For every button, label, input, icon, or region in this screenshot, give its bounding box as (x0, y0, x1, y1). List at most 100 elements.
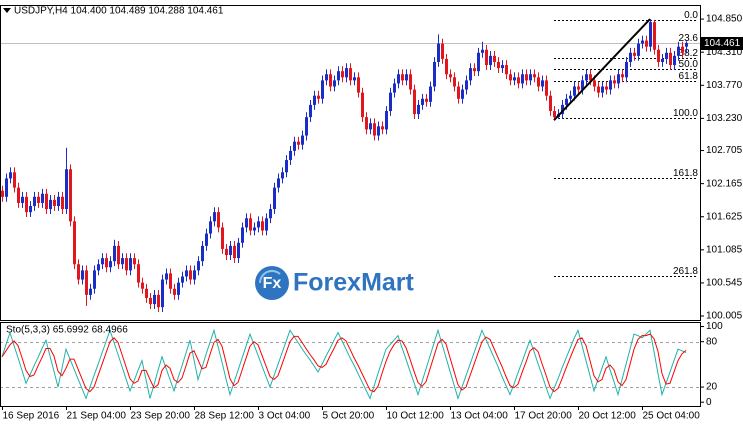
candle-body (541, 80, 544, 87)
candle-body (365, 117, 368, 130)
candle-body (85, 270, 88, 295)
candle-body (105, 258, 108, 268)
candle-body (637, 43, 640, 56)
candle-body (289, 150, 292, 161)
candle-body (29, 206, 32, 213)
candle-body (129, 258, 132, 271)
candle-body (181, 276, 184, 283)
x-tick-label: 23 Sep 20:00 (131, 411, 191, 422)
candle-body (109, 261, 112, 268)
candle-body (317, 95, 320, 99)
candle-body (397, 74, 400, 84)
candle-body (21, 196, 24, 203)
candle-body (573, 86, 576, 96)
candle-body (645, 40, 648, 47)
candle-body (673, 55, 676, 66)
candle-body (505, 65, 508, 75)
candle-body (257, 221, 260, 228)
candle-body (93, 270, 96, 289)
menu-arrow (3, 8, 11, 13)
fib-label: 0.0 (684, 10, 698, 21)
candle-body (421, 98, 424, 105)
candle-body (177, 282, 180, 295)
candle-body (389, 92, 392, 112)
candle-body (217, 212, 220, 228)
candle-body (533, 74, 536, 78)
candle-body (241, 227, 244, 243)
candle-body (69, 169, 72, 222)
candle-body (309, 104, 312, 118)
candle-body (77, 264, 80, 280)
candle-body (45, 193, 48, 210)
candle-body (553, 111, 556, 118)
candle-body (173, 288, 176, 295)
fib-label: 38.2 (679, 48, 699, 59)
candle-body (121, 258, 124, 265)
candle-body (245, 218, 248, 228)
candle-body (465, 80, 468, 90)
x-tick-label: 16 Sep 2016 (3, 411, 60, 422)
watermark: Fx ForexMart (255, 266, 415, 300)
candle-body (49, 199, 52, 210)
candle-body (17, 187, 20, 203)
candle-body (149, 297, 152, 305)
x-tick-label: 10 Oct 12:00 (387, 411, 445, 422)
candle-body (5, 178, 8, 197)
x-tick-label: 28 Sep 12:00 (195, 411, 255, 422)
candle-body (453, 77, 456, 87)
candle-body (477, 52, 480, 72)
candle-body (201, 245, 204, 262)
candle-body (569, 95, 572, 99)
last-price-label: 104.461 (704, 38, 741, 49)
candle-body (213, 212, 216, 222)
candle-body (189, 270, 192, 280)
y-tick-label: 101.085 (706, 244, 743, 255)
candle-body (381, 126, 384, 130)
candle-body (193, 270, 196, 280)
candle-body (337, 71, 340, 81)
candle-body (433, 61, 436, 87)
candles: 0.0 23.6 38.250.061.8 100.0 161.8 261.8 104.85… (0, 10, 743, 422)
candle-body (37, 196, 40, 203)
candle-body (9, 172, 12, 179)
candle-body (165, 273, 168, 280)
x-tick-label: 5 Oct 20:00 (323, 411, 375, 422)
candle-body (625, 61, 628, 78)
candle-body (321, 80, 324, 99)
candle-body (617, 74, 620, 84)
candle-body (517, 77, 520, 84)
fib-label: 61.8 (679, 71, 699, 82)
candle-body (461, 89, 464, 99)
candle-body (385, 111, 388, 130)
candle-body (253, 227, 256, 231)
candle-body (449, 74, 452, 78)
candle-body (137, 264, 140, 283)
candle-body (281, 172, 284, 179)
y-tick-label: 20 (706, 382, 718, 393)
candle-body (329, 74, 332, 87)
candle-body (525, 74, 528, 81)
x-tick-label: 20 Oct 12:00 (579, 411, 637, 422)
candle-body (537, 77, 540, 87)
fib-label: 161.8 (673, 168, 698, 179)
candle-body (497, 61, 500, 69)
logo-arc (258, 269, 281, 284)
candle-body (405, 74, 408, 81)
y-tick-label: 102.705 (706, 145, 743, 156)
y-tick-label: 103.770 (706, 80, 743, 91)
candle-body (185, 270, 188, 277)
candle-body (313, 95, 316, 105)
candle-body (101, 258, 104, 265)
candle-body (577, 86, 580, 90)
candle-body (269, 209, 272, 219)
candle-body (229, 245, 232, 256)
candle-body (1, 190, 4, 197)
candle-body (33, 196, 36, 207)
candle-body (297, 141, 300, 145)
candle-body (41, 193, 44, 203)
y-tick-label: 104.850 (706, 14, 743, 25)
candle-body (409, 74, 412, 90)
candle-body (681, 46, 684, 53)
indicator-title: Sto(5,3,3) 65.6992 68.4966 (6, 325, 128, 336)
panel-frame (0, 322, 701, 407)
